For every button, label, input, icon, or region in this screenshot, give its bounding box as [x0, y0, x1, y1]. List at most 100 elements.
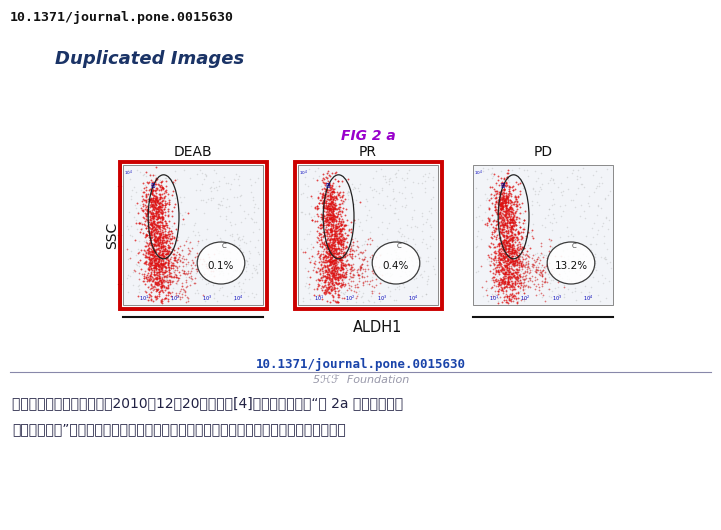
Point [536, 268, 547, 277]
Point [312, 247, 324, 255]
Point [327, 235, 338, 243]
Point [139, 241, 151, 250]
Point [144, 234, 156, 242]
Point [510, 229, 521, 238]
Point [329, 188, 340, 197]
Point [327, 205, 339, 213]
Point [387, 195, 399, 204]
Point [505, 234, 516, 243]
Point [151, 226, 162, 235]
Point [335, 235, 346, 244]
Point [567, 166, 579, 174]
Point [517, 282, 528, 291]
Point [324, 253, 335, 261]
Point [313, 231, 324, 239]
Point [516, 176, 527, 185]
Point [151, 241, 162, 249]
Point [154, 231, 166, 240]
Point [325, 225, 337, 233]
Point [313, 234, 324, 242]
Point [311, 267, 323, 276]
Point [324, 198, 336, 207]
Point [147, 245, 159, 254]
Point [327, 200, 339, 209]
Point [324, 215, 335, 224]
Point [329, 267, 341, 275]
Point [321, 186, 332, 194]
Point [192, 237, 203, 245]
Point [425, 223, 437, 231]
Point [190, 268, 202, 277]
Point [549, 214, 560, 223]
Point [148, 256, 159, 264]
Point [141, 231, 153, 240]
Point [154, 235, 166, 244]
Point [497, 200, 508, 209]
Point [329, 169, 341, 178]
Point [516, 231, 527, 240]
Point [148, 252, 159, 260]
Point [337, 261, 349, 269]
Point [505, 201, 516, 209]
Point [249, 178, 260, 186]
Point [498, 189, 510, 197]
Point [320, 214, 332, 223]
Point [495, 275, 507, 283]
Text: 10$^1$: 10$^1$ [489, 294, 499, 303]
Point [496, 186, 508, 194]
Point [539, 262, 550, 271]
Point [420, 290, 432, 298]
Point [538, 251, 549, 260]
Point [391, 296, 402, 304]
Point [166, 278, 177, 286]
Point [548, 266, 559, 275]
Point [156, 213, 167, 221]
Text: DEAB: DEAB [174, 145, 212, 159]
Point [335, 225, 346, 233]
Point [152, 233, 164, 241]
Point [177, 266, 188, 275]
Point [152, 278, 164, 287]
Point [154, 269, 165, 278]
Point [151, 259, 163, 267]
Point [180, 270, 191, 278]
Point [192, 289, 203, 298]
Point [510, 244, 522, 253]
Point [509, 285, 521, 294]
Point [509, 218, 521, 227]
Point [314, 235, 325, 244]
Point [324, 225, 336, 233]
Point [233, 270, 244, 279]
Point [156, 259, 167, 268]
Point [505, 225, 516, 233]
Point [154, 229, 166, 237]
Point [151, 260, 162, 269]
Point [324, 182, 336, 191]
Point [143, 266, 155, 275]
Point [512, 289, 523, 297]
Point [156, 221, 167, 229]
Point [493, 280, 505, 289]
Point [163, 174, 174, 182]
Point [153, 180, 164, 188]
Point [335, 270, 346, 278]
Point [492, 287, 503, 296]
Point [497, 242, 508, 250]
Point [329, 227, 340, 235]
Point [496, 220, 508, 228]
Point [491, 216, 503, 225]
Point [326, 283, 337, 292]
Point [520, 285, 531, 293]
Point [340, 234, 351, 243]
Point [150, 232, 162, 241]
Point [538, 278, 549, 286]
Point [425, 209, 437, 217]
Point [324, 192, 336, 200]
Point [534, 200, 545, 209]
Point [504, 226, 516, 235]
Point [154, 238, 166, 246]
Point [505, 223, 516, 231]
Point [517, 228, 528, 236]
Point [335, 241, 347, 250]
Point [332, 223, 343, 232]
